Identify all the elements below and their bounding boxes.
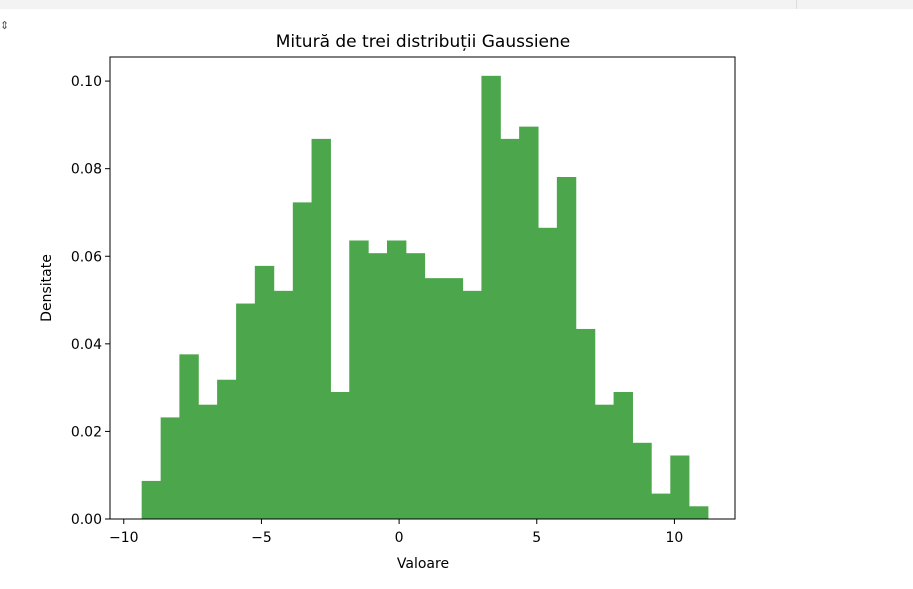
x-tick-label: −5 bbox=[251, 530, 272, 546]
histogram-bar bbox=[160, 417, 180, 519]
histogram-bar bbox=[292, 202, 312, 519]
x-axis-label: Valoare bbox=[397, 556, 449, 572]
histogram-bar bbox=[538, 227, 558, 519]
y-tick-label: 0.10 bbox=[71, 74, 102, 90]
histogram-bar bbox=[613, 392, 633, 519]
histogram-bar bbox=[443, 278, 464, 519]
histogram-bar bbox=[198, 404, 218, 519]
histogram-bar bbox=[462, 290, 482, 519]
histogram-bar bbox=[500, 138, 520, 519]
histogram-bar bbox=[217, 379, 237, 519]
histogram-bars bbox=[141, 75, 709, 520]
histogram-bar bbox=[519, 126, 539, 520]
histogram-bar bbox=[405, 253, 426, 519]
toolbar-divider bbox=[796, 0, 797, 9]
y-axis: 0.00 0.02 0.04 0.06 0.08 0.10 bbox=[71, 74, 110, 528]
chart-title: Mitură de trei distribuții Gaussiene bbox=[276, 32, 571, 52]
x-axis: −10 −5 0 5 10 bbox=[109, 519, 683, 546]
histogram-bar bbox=[311, 138, 331, 519]
y-tick-label: 0.04 bbox=[71, 337, 102, 353]
expand-collapse-icon[interactable]: ⇕ bbox=[0, 20, 10, 32]
histogram-bar bbox=[481, 75, 501, 520]
y-tick-label: 0.00 bbox=[71, 512, 102, 528]
y-tick-label: 0.02 bbox=[71, 424, 102, 440]
histogram-bar bbox=[632, 442, 652, 519]
y-tick-label: 0.08 bbox=[71, 162, 102, 178]
histogram-bar bbox=[179, 354, 199, 519]
x-tick-label: −10 bbox=[109, 530, 139, 546]
histogram-bar bbox=[349, 240, 369, 519]
x-tick-label: 0 bbox=[395, 530, 404, 546]
histogram-bar bbox=[254, 265, 275, 519]
histogram-bar bbox=[141, 480, 162, 519]
histogram-bar bbox=[556, 176, 577, 519]
y-tick-label: 0.06 bbox=[71, 249, 102, 265]
y-axis-label: Densitate bbox=[39, 254, 55, 322]
histogram-bar bbox=[594, 404, 614, 519]
histogram-bar bbox=[330, 392, 350, 519]
x-tick-label: 5 bbox=[532, 530, 541, 546]
histogram-bar bbox=[670, 455, 690, 519]
histogram-bar bbox=[236, 303, 256, 519]
histogram-bar bbox=[273, 290, 294, 519]
histogram-bar bbox=[368, 253, 388, 519]
histogram-bar bbox=[651, 493, 671, 519]
histogram-bar bbox=[424, 278, 445, 519]
x-tick-label: 10 bbox=[666, 530, 684, 546]
histogram-bar bbox=[386, 240, 407, 519]
histogram-bar bbox=[575, 328, 596, 519]
notebook-toolbar-strip bbox=[0, 0, 913, 9]
histogram-bar bbox=[689, 506, 709, 519]
plot-frame bbox=[109, 56, 736, 520]
